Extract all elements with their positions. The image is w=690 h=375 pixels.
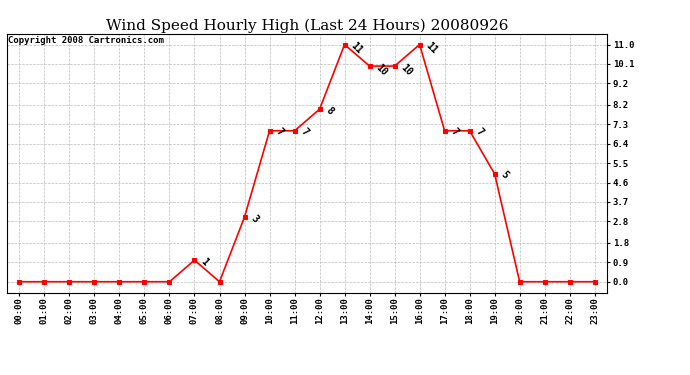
Text: 7: 7 bbox=[299, 127, 310, 138]
Text: 5: 5 bbox=[499, 170, 510, 181]
Text: 3: 3 bbox=[248, 213, 260, 224]
Text: 8: 8 bbox=[324, 105, 335, 116]
Text: 7: 7 bbox=[474, 127, 485, 138]
Text: 7: 7 bbox=[448, 127, 460, 138]
Text: Copyright 2008 Cartronics.com: Copyright 2008 Cartronics.com bbox=[8, 36, 164, 45]
Text: 10: 10 bbox=[374, 62, 389, 77]
Text: 11: 11 bbox=[424, 40, 439, 56]
Text: 1: 1 bbox=[199, 256, 210, 267]
Text: 7: 7 bbox=[274, 127, 285, 138]
Text: 10: 10 bbox=[399, 62, 414, 77]
Text: 11: 11 bbox=[348, 40, 364, 56]
Title: Wind Speed Hourly High (Last 24 Hours) 20080926: Wind Speed Hourly High (Last 24 Hours) 2… bbox=[106, 18, 509, 33]
